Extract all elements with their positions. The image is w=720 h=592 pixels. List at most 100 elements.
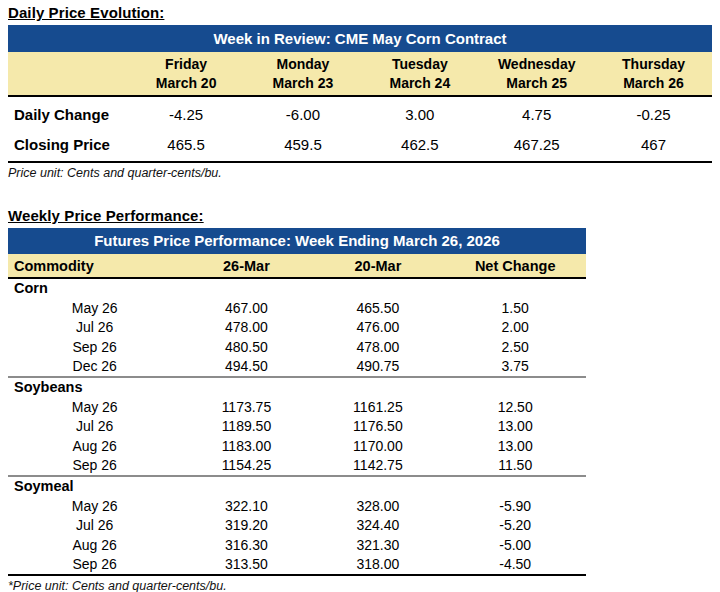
table-row-daily-change: Daily Change -4.25 -6.00 3.00 4.75 -0.25 (8, 99, 712, 129)
day-date: March 25 (478, 74, 595, 93)
column-header-net-change: Net Change (444, 258, 586, 274)
cell-20mar: 324.40 (311, 517, 444, 533)
cell-value: 467.25 (478, 136, 595, 153)
daily-price-unit-note: Price unit: Cents and quarter-cents/bu. (8, 166, 712, 180)
day-date: March 26 (595, 74, 712, 93)
cell-value: -6.00 (245, 106, 362, 123)
cell-contract: Aug 26 (8, 438, 181, 454)
cell-contract: Jul 26 (8, 418, 181, 434)
weekly-column-header-row: Commodity 26-Mar 20-Mar Net Change (8, 254, 586, 279)
cell-contract: May 26 (8, 399, 181, 415)
daily-day-column: Monday March 23 (245, 55, 362, 93)
row-label: Closing Price (8, 136, 128, 153)
cell-value: 462.5 (361, 136, 478, 153)
day-name: Friday (128, 55, 245, 74)
cell-20mar: 490.75 (311, 358, 444, 374)
cell-20mar: 1161.25 (311, 399, 444, 415)
commodity-group-soymeal: Soymeal May 26 322.10 328.00 -5.90 Jul 2… (8, 475, 586, 574)
table-row: Aug 26 1183.00 1170.00 13.00 (8, 436, 586, 456)
cell-26mar: 1154.25 (181, 457, 311, 473)
table-row: May 26 467.00 465.50 1.50 (8, 298, 586, 318)
column-header-26mar: 26-Mar (181, 258, 311, 274)
cell-20mar: 328.00 (311, 498, 444, 514)
cell-contract: May 26 (8, 498, 181, 514)
daily-day-column: Tuesday March 24 (361, 55, 478, 93)
cell-contract: May 26 (8, 300, 181, 316)
cell-20mar: 1142.75 (311, 457, 444, 473)
cell-contract: Dec 26 (8, 358, 181, 374)
weekly-price-unit-note: *Price unit: Cents and quarter-cents/bu. (8, 579, 586, 592)
cell-net-change: -4.50 (444, 556, 586, 572)
day-date: March 20 (128, 74, 245, 93)
cell-26mar: 1189.50 (181, 418, 311, 434)
cell-20mar: 318.00 (311, 556, 444, 572)
cell-net-change: 13.00 (444, 438, 586, 454)
cell-20mar: 1170.00 (311, 438, 444, 454)
weekly-table-body: Corn May 26 467.00 465.50 1.50 Jul 26 47… (8, 279, 586, 576)
cell-net-change: 2.50 (444, 339, 586, 355)
weekly-table-title: Futures Price Performance: Week Ending M… (8, 228, 586, 254)
cell-26mar: 316.30 (181, 537, 311, 553)
cell-contract: Jul 26 (8, 517, 181, 533)
cell-26mar: 319.20 (181, 517, 311, 533)
table-row: May 26 1173.75 1161.25 12.50 (8, 397, 586, 417)
cell-net-change: 12.50 (444, 399, 586, 415)
group-name: Soybeans (8, 378, 586, 397)
daily-day-column: Wednesday March 25 (478, 55, 595, 93)
daily-section-heading: Daily Price Evolution: (8, 4, 720, 21)
cell-26mar: 1173.75 (181, 399, 311, 415)
table-row: Jul 26 1189.50 1176.50 13.00 (8, 417, 586, 437)
weekly-section-heading: Weekly Price Performance: (8, 207, 720, 224)
day-date: March 23 (245, 74, 362, 93)
cell-value: 459.5 (245, 136, 362, 153)
cell-26mar: 478.00 (181, 319, 311, 335)
day-name: Monday (245, 55, 362, 74)
table-row: Aug 26 316.30 321.30 -5.00 (8, 535, 586, 555)
cell-net-change: -5.00 (444, 537, 586, 553)
section-gap (8, 180, 720, 207)
cell-net-change: -5.20 (444, 517, 586, 533)
cell-net-change: 1.50 (444, 300, 586, 316)
table-row: Sep 26 480.50 478.00 2.50 (8, 337, 586, 357)
cell-contract: Sep 26 (8, 339, 181, 355)
cell-20mar: 478.00 (311, 339, 444, 355)
daily-day-column: Thursday March 26 (595, 55, 712, 93)
cell-net-change: 2.00 (444, 319, 586, 335)
cell-contract: Sep 26 (8, 457, 181, 473)
cell-20mar: 1176.50 (311, 418, 444, 434)
cell-value: 3.00 (361, 106, 478, 123)
daily-table-title: Week in Review: CME May Corn Contract (8, 25, 712, 52)
column-header-commodity: Commodity (8, 258, 181, 274)
group-name: Corn (8, 279, 586, 298)
cell-value: 4.75 (478, 106, 595, 123)
cell-26mar: 467.00 (181, 300, 311, 316)
cell-26mar: 313.50 (181, 556, 311, 572)
table-row: Dec 26 494.50 490.75 3.75 (8, 357, 586, 377)
commodity-group-soybeans: Soybeans May 26 1173.75 1161.25 12.50 Ju… (8, 376, 586, 475)
cell-contract: Jul 26 (8, 319, 181, 335)
table-row: Sep 26 1154.25 1142.75 11.50 (8, 456, 586, 476)
report-page: Daily Price Evolution: Week in Review: C… (0, 0, 720, 592)
weekly-performance-table: Futures Price Performance: Week Ending M… (8, 228, 586, 592)
table-row-closing-price: Closing Price 465.5 459.5 462.5 467.25 4… (8, 129, 712, 159)
day-name: Tuesday (361, 55, 478, 74)
cell-26mar: 480.50 (181, 339, 311, 355)
cell-value: -0.25 (595, 106, 712, 123)
daily-table-body: Daily Change -4.25 -6.00 3.00 4.75 -0.25… (8, 97, 712, 163)
column-header-20mar: 20-Mar (311, 258, 444, 274)
table-row: May 26 322.10 328.00 -5.90 (8, 496, 586, 516)
table-row: Jul 26 478.00 476.00 2.00 (8, 318, 586, 338)
day-name: Wednesday (478, 55, 595, 74)
commodity-group-corn: Corn May 26 467.00 465.50 1.50 Jul 26 47… (8, 279, 586, 376)
cell-20mar: 465.50 (311, 300, 444, 316)
cell-contract: Aug 26 (8, 537, 181, 553)
cell-net-change: 11.50 (444, 457, 586, 473)
cell-20mar: 476.00 (311, 319, 444, 335)
daily-price-table: Week in Review: CME May Corn Contract Fr… (8, 25, 712, 180)
day-name: Thursday (595, 55, 712, 74)
cell-net-change: 13.00 (444, 418, 586, 434)
cell-value: 465.5 (128, 136, 245, 153)
cell-contract: Sep 26 (8, 556, 181, 572)
group-name: Soymeal (8, 477, 586, 496)
daily-day-header-row: Friday March 20 Monday March 23 Tuesday … (8, 52, 712, 97)
